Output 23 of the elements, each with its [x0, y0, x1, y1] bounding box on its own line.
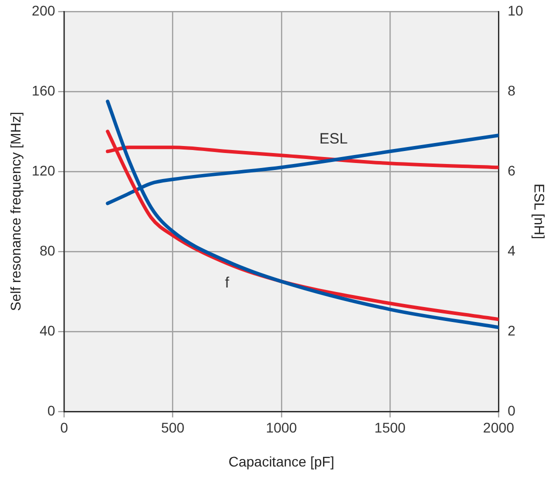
y2-tick-label: 0 [508, 402, 516, 418]
y2-tick-label: 10 [508, 2, 524, 18]
y-tick-label: 200 [32, 2, 56, 18]
x-axis-title: Capacitance [pF] [228, 453, 334, 470]
y-tick-label: 0 [47, 402, 56, 418]
y2-tick-label: 2 [508, 322, 516, 338]
y-tick-label: 120 [32, 162, 56, 178]
annotation: f [225, 274, 230, 292]
y-tick-label: 80 [40, 242, 56, 258]
x-tick-label: 1000 [266, 420, 298, 436]
annotation: ESL [319, 130, 348, 148]
y-tick-label: 40 [40, 322, 56, 338]
x-tick-label: 500 [161, 420, 185, 436]
y2-axis-title: ESL [nH] [532, 184, 548, 240]
line-series [106, 100, 499, 330]
x-tick-label: 0 [60, 420, 68, 436]
y2-tick-label: 8 [508, 82, 516, 98]
x-tick-label: 2000 [483, 420, 514, 436]
x-tick-label: 1500 [374, 420, 406, 436]
y2-tick-label: 4 [508, 242, 516, 258]
y-tick-label: 160 [32, 82, 56, 98]
y-axis-title: Self resonance frequency [MHz] [7, 112, 24, 312]
y2-tick-label: 6 [508, 162, 516, 178]
